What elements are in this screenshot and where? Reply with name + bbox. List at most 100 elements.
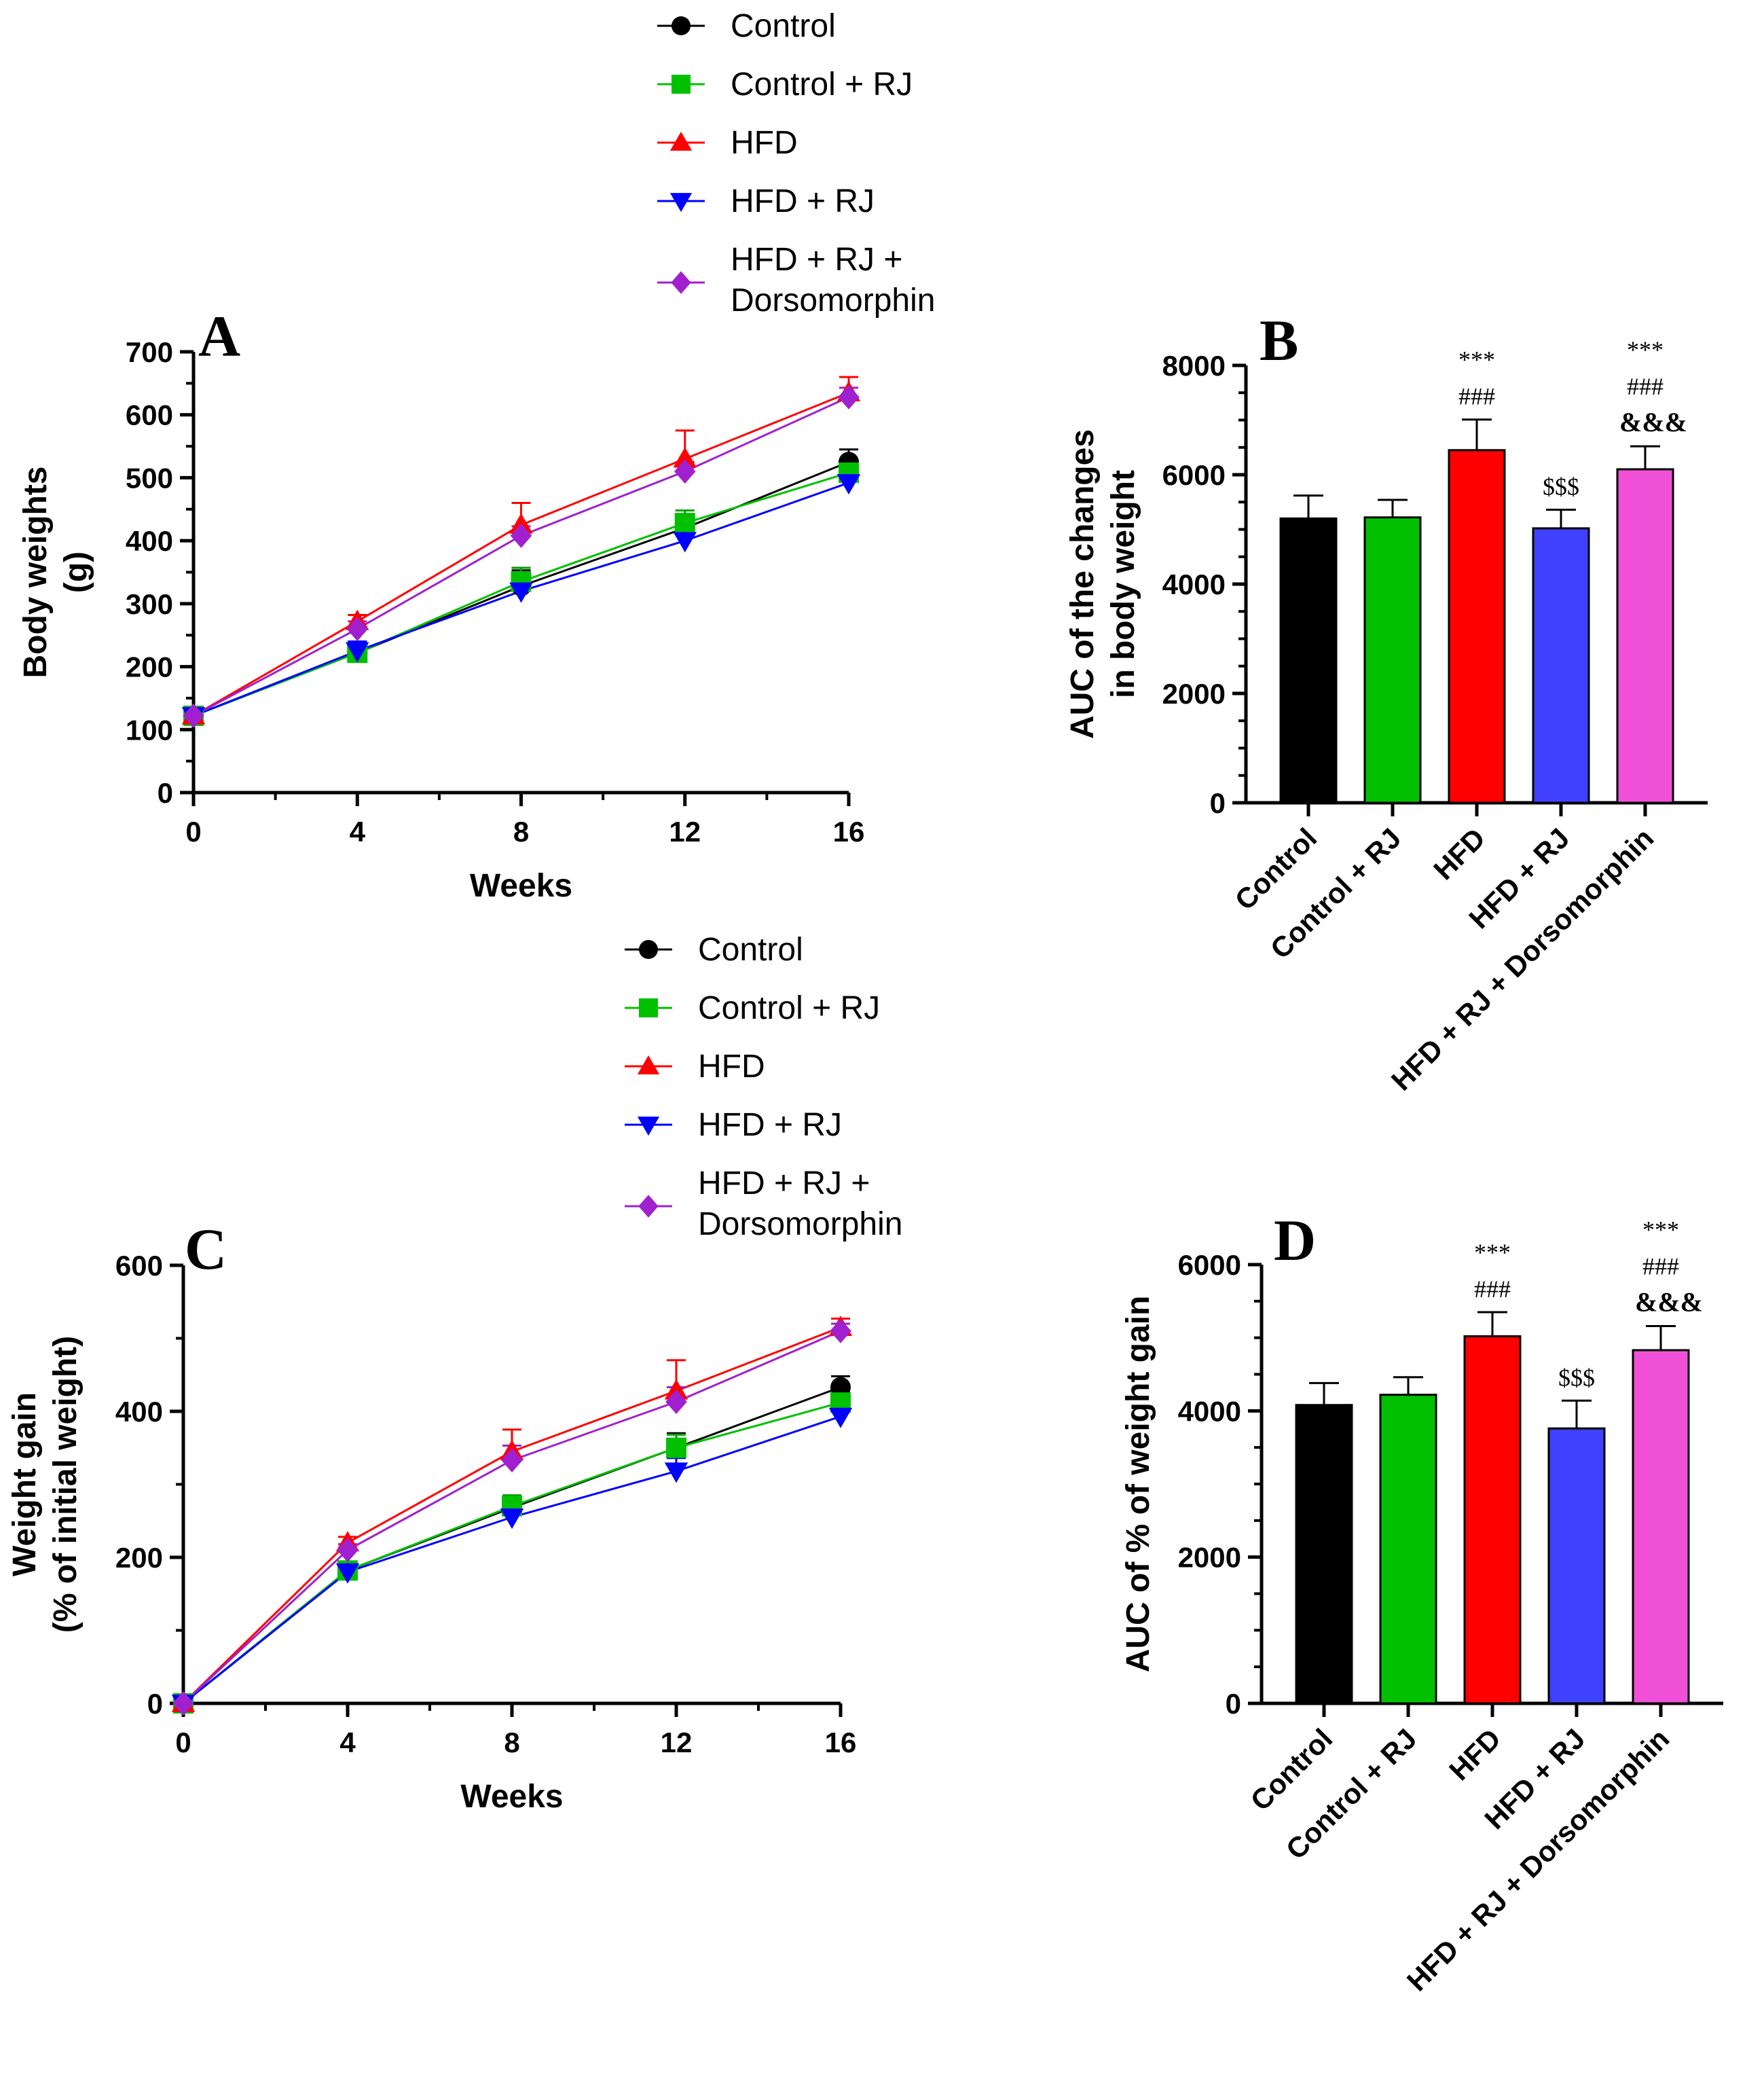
bar-hfd-rj <box>1532 527 1590 804</box>
panel-letter: D <box>1274 1208 1316 1273</box>
legend-label-control: Control <box>731 8 836 44</box>
series-line-hfd-rj-dorsomorphin <box>193 396 849 717</box>
data-point-hfd-rj-dorsomorphin <box>665 1390 687 1415</box>
significance-annotation: *** <box>1474 1239 1511 1266</box>
legend-marker-hfd-rj <box>669 193 693 213</box>
y-tick-label: 400 <box>115 1396 163 1428</box>
data-point-hfd-rj-dorsomorphin <box>838 384 860 410</box>
data-point-hfd <box>673 447 697 468</box>
data-point-hfd-rj-dorsomorphin <box>337 1538 359 1563</box>
data-point-control-rj <box>666 1437 686 1458</box>
legend-label-control: Control <box>698 932 803 968</box>
data-point-hfd-rj-dorsomorphin <box>183 703 204 728</box>
significance-annotation: ### <box>1474 1275 1511 1303</box>
x-tick-label: 0 <box>175 1726 191 1758</box>
series-control <box>174 1375 850 1705</box>
panel-letter: C <box>185 1216 227 1282</box>
legend-label-hfd-rj: HFD + RJ + <box>698 1165 870 1201</box>
x-tick-label: 12 <box>661 1726 693 1758</box>
significance-annotation: ### <box>1642 1252 1679 1280</box>
bar-control-rj <box>1363 516 1422 804</box>
series-markers-hfd <box>181 381 861 725</box>
significance-annotation: *** <box>1458 346 1495 374</box>
legend-label-hfd-rj: HFD + RJ <box>698 1107 842 1143</box>
y-tick-label: 0 <box>1210 787 1226 819</box>
legend-marker-hfd <box>669 131 693 151</box>
y-tick-label: 2000 <box>1178 1542 1241 1574</box>
data-point-hfd-rj-dorsomorphin <box>172 1691 194 1716</box>
y-tick-label: 200 <box>126 651 173 683</box>
significance-annotation: &&& <box>1635 1286 1703 1317</box>
legend-marker-hfd-rj <box>671 271 691 294</box>
legend-label-hfd-rj: HFD + RJ + <box>731 242 902 278</box>
x-axis-title: Weeks <box>460 1779 563 1815</box>
x-category-label: HFD <box>1427 822 1491 886</box>
data-point-hfd-rj <box>828 1407 853 1428</box>
data-point-hfd-rj-dorsomorphin <box>346 616 368 641</box>
legend-label-dorsomorphin: Dorsomorphin <box>731 283 935 319</box>
y-tick-label: 500 <box>126 462 173 494</box>
legend-label-hfd: HFD <box>698 1049 765 1085</box>
data-point-hfd-rj <box>346 642 369 663</box>
data-point-control <box>830 1377 851 1398</box>
legend-label-dorsomorphin: Dorsomorphin <box>698 1206 902 1242</box>
y-tick-label: 6000 <box>1178 1249 1241 1281</box>
y-axis-title-line2: in body weight <box>1105 470 1141 698</box>
panel-b-auc-body-weight-bar-chart: 0 2000 4000 6000 8000 AUC of the changes in bo… <box>1065 308 1708 1097</box>
y-tick-label: 4000 <box>1162 568 1226 600</box>
data-point-control-rj <box>674 513 695 534</box>
data-point-hfd-rj <box>664 1462 688 1483</box>
data-point-hfd-rj <box>837 474 861 495</box>
significance-annotation: $$$ <box>1543 473 1579 501</box>
panel-a-body-weight-line-chart: 0 100 200 300 400 500 600 700 0 4 8 12 16 Weeks Body w… <box>18 304 864 904</box>
data-point-hfd-rj <box>335 1563 360 1584</box>
data-point-hfd-rj-dorsomorphin <box>674 459 696 484</box>
y-tick-label: 600 <box>126 399 173 431</box>
y-axis-title-line2: (% of initial weight) <box>48 1336 84 1633</box>
legend-marker-control-rj <box>639 998 658 1017</box>
x-tick-label: 4 <box>339 1726 356 1758</box>
y-tick-label: 6000 <box>1162 459 1226 491</box>
significance-annotation: *** <box>1642 1216 1679 1243</box>
x-tick-label: 4 <box>350 816 366 848</box>
bar-group-hfd: HFD *** ### <box>1427 346 1506 886</box>
x-tick-label: 0 <box>185 816 201 848</box>
series-markers-hfd-rj-dorsomorphin <box>183 384 860 728</box>
y-tick-label: 2000 <box>1162 678 1226 710</box>
data-point-hfd-rj <box>500 1508 524 1529</box>
panel-c-weight-gain-line-chart: 0 200 400 600 0 4 8 12 16 Weeks Weight gain (% of i… <box>7 1216 856 1815</box>
significance-annotation: *** <box>1627 336 1664 363</box>
legend-marker-hfd <box>637 1055 660 1074</box>
y-axis-title-line1: Body weights <box>18 466 54 678</box>
legend-middle: Control Control + RJ HFD HFD + RJ HFD + RJ +… <box>625 932 902 1242</box>
y-axis-title-line1: AUC of the changes <box>1065 429 1101 739</box>
y-tick-label: 400 <box>126 525 173 557</box>
data-point-hfd-rj <box>509 582 533 603</box>
x-tick-label: 12 <box>669 816 701 848</box>
y-tick-label: 100 <box>126 714 173 746</box>
y-tick-label: 700 <box>126 336 173 368</box>
bar-hfd-rj-dorsomorphin <box>1632 1349 1690 1705</box>
y-tick-label: 0 <box>147 1688 163 1720</box>
x-category-label: HFD <box>1443 1722 1507 1786</box>
legend-marker-hfd-rj <box>637 1117 660 1136</box>
panel-letter: B <box>1260 308 1298 373</box>
bar-hfd-rj-dorsomorphin <box>1616 468 1674 804</box>
series-markers-hfd-rj-dorsomorphin <box>172 1318 851 1716</box>
legend-top: Control Control + RJ HFD HFD + RJ HFD + RJ +… <box>657 8 935 319</box>
y-tick-label: 0 <box>158 777 173 809</box>
y-tick-label: 600 <box>115 1250 163 1282</box>
data-point-hfd-rj-dorsomorphin <box>501 1448 523 1473</box>
x-axis-title: Weeks <box>470 868 572 904</box>
data-point-hfd <box>664 1379 688 1400</box>
legend-label-hfd: HFD <box>731 125 798 161</box>
y-axis-title-line1: AUC of % of weight gain <box>1120 1296 1156 1673</box>
x-tick-label: 16 <box>825 1726 857 1758</box>
bar-hfd-rj <box>1547 1427 1606 1705</box>
significance-annotation: ### <box>1627 373 1664 400</box>
significance-annotation: &&& <box>1619 407 1687 437</box>
bar-hfd <box>1463 1335 1522 1705</box>
bar-control-rj <box>1379 1394 1437 1705</box>
